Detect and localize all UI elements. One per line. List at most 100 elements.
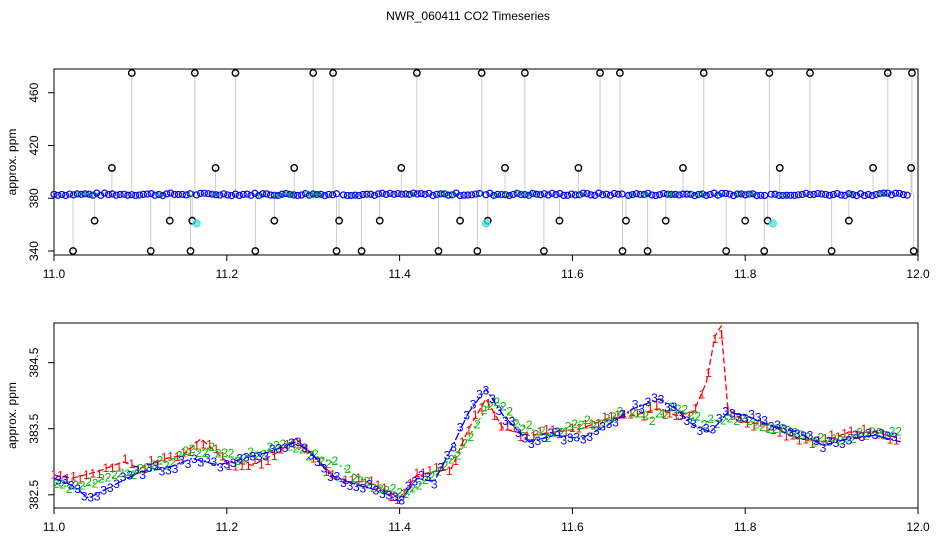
outlier-point <box>616 69 624 77</box>
outlier-point <box>329 69 337 77</box>
series-1-marker: 1 <box>848 424 855 438</box>
baseline-point <box>501 191 510 199</box>
outlier-point <box>375 216 384 225</box>
series-2-marker: 2 <box>403 487 410 501</box>
series-3-marker: 3 <box>632 398 639 412</box>
outlier-point <box>760 247 769 255</box>
baseline-point <box>718 189 726 198</box>
baseline-point <box>247 191 255 199</box>
outlier-point <box>231 69 240 77</box>
baseline-point <box>120 190 128 198</box>
series-2-marker: 2 <box>468 430 475 444</box>
baseline-point <box>587 191 595 199</box>
outlier-point <box>309 69 318 77</box>
series-3-marker: 3 <box>515 426 522 440</box>
baseline-point <box>325 190 333 199</box>
outlier-point <box>596 69 604 77</box>
series-2-marker: 2 <box>312 447 319 461</box>
outlier-point <box>661 216 670 225</box>
y-tick-label: 340 <box>27 241 41 261</box>
baseline-point <box>216 191 224 199</box>
baseline-point <box>104 190 113 199</box>
series-2-marker: 2 <box>344 462 351 476</box>
x-tick-label: 11.2 <box>216 520 239 534</box>
series-2-marker: 2 <box>753 417 760 431</box>
baseline-point <box>610 189 618 198</box>
series-3-marker: 3 <box>398 493 405 507</box>
baseline-point <box>884 189 892 197</box>
series-1-marker: 1 <box>277 443 284 457</box>
series-3-marker: 3 <box>366 478 373 492</box>
baseline-point <box>753 192 761 200</box>
baseline-point <box>464 191 472 199</box>
series-3-marker: 3 <box>204 452 211 466</box>
baseline-point <box>729 191 738 200</box>
baseline-point <box>363 190 371 198</box>
baseline-point <box>124 191 132 199</box>
series-2-marker: 2 <box>480 403 487 417</box>
baseline-point <box>579 189 587 197</box>
outlier-point <box>190 69 199 77</box>
baseline-point <box>783 191 791 199</box>
series-3-marker: 3 <box>340 476 347 490</box>
outlier-point <box>332 247 341 255</box>
outlier-point <box>679 164 687 172</box>
series-1-marker: 1 <box>789 429 796 443</box>
series-3-marker: 3 <box>470 398 477 412</box>
baseline-point <box>262 190 271 198</box>
baseline-point <box>486 189 494 197</box>
series-3-marker: 3 <box>560 433 567 447</box>
series-3-marker: 3 <box>126 468 133 482</box>
series-2-marker: 2 <box>105 470 112 484</box>
series-2-marker: 2 <box>610 410 617 424</box>
series-2-marker: 2 <box>182 444 189 458</box>
series-3-marker: 3 <box>295 435 302 449</box>
series-1-marker: 1 <box>388 490 395 504</box>
series-2-marker: 2 <box>545 431 552 445</box>
series-2-marker: 2 <box>273 439 280 453</box>
series-3-marker: 3 <box>113 477 120 491</box>
series-1-marker: 1 <box>264 454 271 468</box>
outlier-point <box>473 247 482 255</box>
baseline-point <box>640 190 648 199</box>
baseline-point <box>710 189 718 197</box>
baseline-point <box>644 189 652 197</box>
series-3-marker: 3 <box>321 462 328 476</box>
outlier-point <box>211 164 220 172</box>
series-2-marker: 2 <box>882 429 889 443</box>
flagged-point <box>768 219 777 228</box>
series-3-marker: 3 <box>599 419 606 433</box>
series-2-marker: 2 <box>435 464 442 478</box>
outlier-point <box>869 164 877 172</box>
series-2-marker: 2 <box>539 424 546 438</box>
outlier-point <box>844 216 853 225</box>
series-3-marker: 3 <box>55 474 62 488</box>
series-1-marker: 1 <box>310 451 317 465</box>
outlier-point <box>555 216 564 225</box>
series-2-marker: 2 <box>792 425 799 439</box>
baseline-point <box>745 190 753 198</box>
series-1-marker: 1 <box>245 459 252 473</box>
series-3-marker: 3 <box>431 478 438 492</box>
series-2-marker: 2 <box>843 431 850 445</box>
flagged-point <box>192 219 201 228</box>
series-3-marker: 3 <box>107 481 114 495</box>
baseline-point <box>525 191 533 199</box>
series-2-marker: 2 <box>144 460 151 474</box>
baseline-point <box>602 190 611 198</box>
baseline-point <box>825 191 834 199</box>
outlier-point <box>165 216 174 225</box>
series-1-marker: 1 <box>582 418 589 432</box>
baseline-point <box>868 191 876 200</box>
series-3-marker: 3 <box>658 392 665 406</box>
outlier-point <box>146 247 155 255</box>
chart-title: NWR_060411 CO2 Timeseries <box>386 9 550 23</box>
series-1-marker: 1 <box>109 461 116 475</box>
series-1-marker: 1 <box>154 457 161 471</box>
series-2-marker: 2 <box>247 445 254 459</box>
series-1-marker: 1 <box>563 425 570 439</box>
series-2-marker: 2 <box>701 417 708 431</box>
baseline-point <box>853 192 861 200</box>
series-3-marker: 3 <box>165 464 172 478</box>
baseline-point <box>556 189 564 198</box>
